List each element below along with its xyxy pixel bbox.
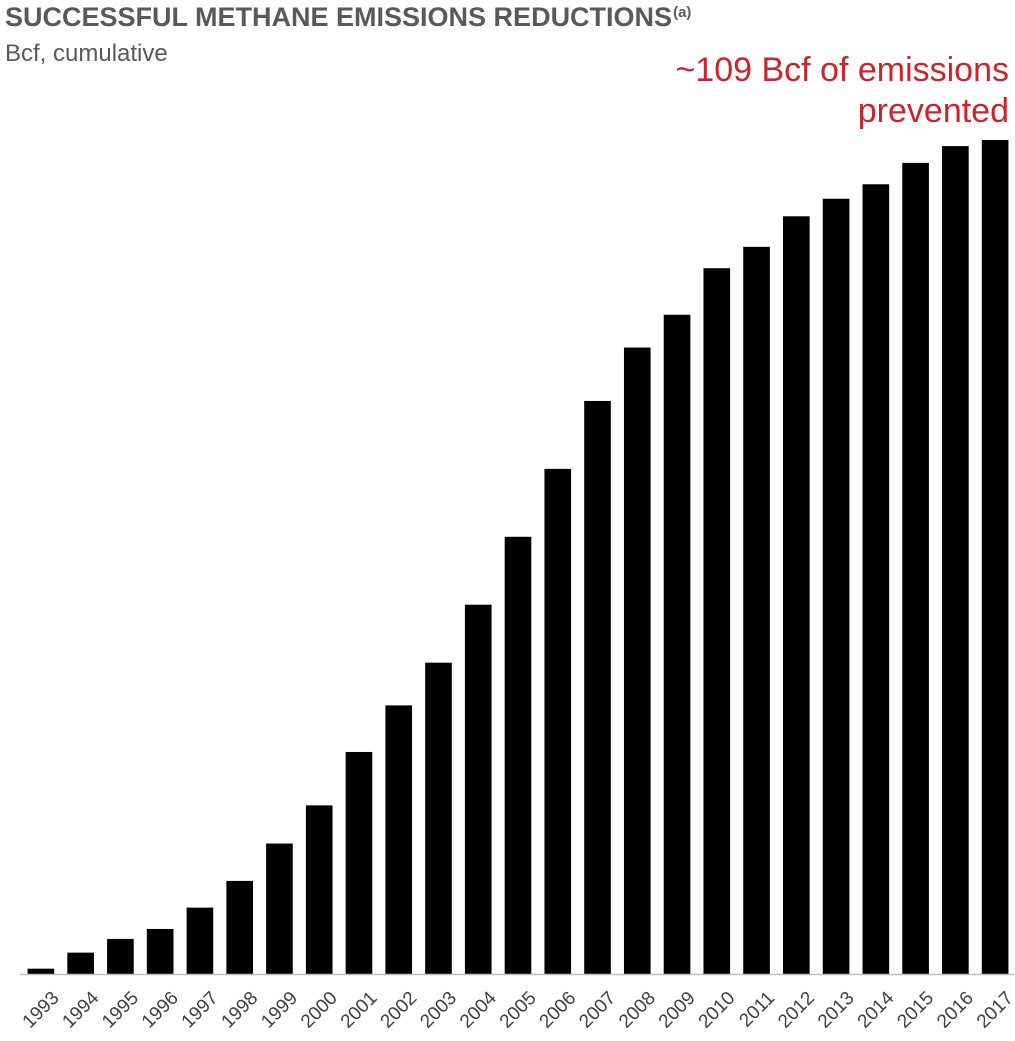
bar-2017: [981, 140, 1009, 974]
x-tick-label-2001: 2001: [337, 988, 382, 1033]
annotation-line-2: prevented: [857, 92, 1009, 130]
bar-2016: [942, 146, 969, 975]
chart-title: SUCCESSFUL METHANE EMISSIONS REDUCTIONS(…: [5, 2, 691, 33]
x-tick-label-1993: 1993: [19, 988, 64, 1033]
x-tick-label-2008: 2008: [615, 988, 660, 1033]
x-tick-label-2000: 2000: [297, 988, 342, 1033]
chart-subtitle: Bcf, cumulative: [5, 40, 168, 67]
bar-2003: [425, 662, 452, 974]
x-tick-label-2009: 2009: [655, 988, 700, 1033]
bar-2015: [902, 162, 929, 974]
bar-2013: [822, 198, 850, 974]
bar-1998: [226, 880, 253, 974]
bar-1999: [266, 843, 293, 974]
chart-title-text: SUCCESSFUL METHANE EMISSIONS REDUCTIONS: [5, 2, 673, 32]
x-tick-label-2010: 2010: [695, 988, 740, 1033]
bar-1993: [27, 968, 55, 974]
bar-2009: [663, 314, 691, 974]
bar-2005: [504, 536, 532, 974]
x-tick-label-2013: 2013: [814, 988, 859, 1033]
x-tick-label-2007: 2007: [575, 988, 620, 1033]
x-tick-labels-group: 1993199419951996199719981999200020012002…: [19, 987, 1015, 1032]
x-tick-label-2017: 2017: [973, 988, 1015, 1033]
x-tick-label-2005: 2005: [496, 988, 541, 1033]
bar-2002: [385, 705, 413, 974]
bar-1995: [107, 938, 134, 974]
bar-2006: [544, 468, 572, 974]
chart-annotation: ~109 Bcf of emissions prevented: [589, 50, 1009, 132]
x-tick-label-2015: 2015: [893, 988, 938, 1033]
x-tick-label-2003: 2003: [416, 988, 461, 1033]
bar-2004: [464, 604, 492, 974]
bar-2008: [623, 347, 651, 974]
x-tick-label-1998: 1998: [218, 988, 263, 1033]
bar-2012: [783, 216, 810, 975]
bars-group: [27, 140, 1009, 975]
bar-2000: [305, 805, 333, 974]
bar-2011: [743, 246, 770, 974]
x-tick-label-2002: 2002: [377, 988, 422, 1033]
x-tick-label-1996: 1996: [138, 988, 183, 1033]
x-tick-label-1999: 1999: [257, 988, 302, 1033]
bar-2007: [584, 400, 611, 975]
x-tick-label-2006: 2006: [536, 988, 581, 1033]
bar-2014: [862, 184, 890, 974]
chart-title-footnote-marker: (a): [673, 4, 692, 21]
bar-1996: [146, 928, 174, 974]
annotation-line-1: ~109 Bcf of emissions: [675, 51, 1009, 89]
x-tick-label-2012: 2012: [774, 988, 819, 1033]
x-tick-label-2016: 2016: [933, 988, 978, 1033]
bar-2001: [345, 751, 373, 974]
bar-1994: [67, 952, 94, 974]
bar-1997: [186, 907, 214, 974]
bar-2010: [703, 268, 731, 974]
x-tick-label-2004: 2004: [456, 987, 501, 1032]
x-tick-label-1997: 1997: [178, 988, 223, 1033]
x-tick-label-2014: 2014: [854, 987, 899, 1032]
x-tick-label-1994: 1994: [58, 987, 103, 1032]
x-tick-label-2011: 2011: [735, 988, 779, 1032]
x-tick-label-1995: 1995: [98, 988, 143, 1033]
